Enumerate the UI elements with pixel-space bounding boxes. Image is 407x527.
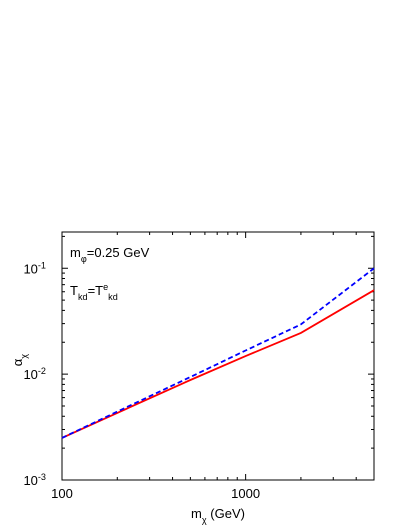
text-part: T [70, 283, 78, 298]
y-tick-label: 10-1 [23, 260, 46, 276]
tick-exponent: -3 [38, 472, 46, 482]
tick-exponent: -1 [38, 260, 46, 270]
text-part: (GeV) [207, 506, 245, 521]
y-tick-label: 10-2 [23, 366, 46, 382]
tick-base: 10 [23, 261, 37, 276]
tick-base: 10 [23, 367, 37, 382]
plot-frame [61, 231, 375, 481]
text-part: e [103, 282, 108, 292]
series-line [61, 289, 375, 439]
x-tick-label: 100 [51, 486, 73, 501]
text-part: χ [19, 354, 29, 359]
text-part: =0.25 GeV [87, 245, 150, 260]
annotation: Tkd=Tekd [70, 282, 118, 302]
text-part: =T [88, 283, 104, 298]
y-axis-label: αχ [10, 354, 29, 367]
y-tick-label: 10-3 [23, 472, 46, 488]
text-part: φ [81, 254, 87, 264]
x-axis-label: mχ (GeV) [191, 506, 245, 525]
text-part: kd [78, 292, 88, 302]
series-line [61, 267, 375, 439]
text-part: kd [108, 292, 118, 302]
text-part: α [10, 358, 25, 366]
annotation: mφ=0.25 GeV [70, 245, 150, 264]
tick-base: 10 [23, 473, 37, 488]
text-part: m [70, 245, 81, 260]
text-part: χ [202, 515, 207, 525]
text-part: m [191, 506, 202, 521]
x-tick-label: 1000 [231, 486, 260, 501]
tick-exponent: -2 [38, 366, 46, 376]
